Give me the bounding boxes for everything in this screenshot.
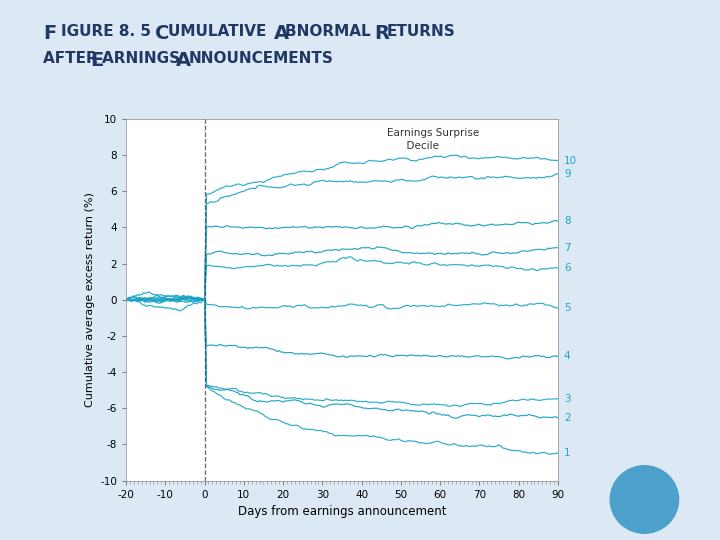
Text: 7: 7 — [564, 243, 570, 253]
Text: C: C — [155, 24, 169, 43]
Text: A: A — [176, 51, 192, 70]
Text: 3: 3 — [564, 394, 570, 404]
Text: 6: 6 — [564, 263, 570, 273]
Text: A: A — [274, 24, 289, 43]
Text: 4: 4 — [564, 351, 570, 361]
Text: 5: 5 — [564, 303, 570, 313]
Text: NNOUNCEMENTS: NNOUNCEMENTS — [189, 51, 333, 66]
Text: UMULATIVE: UMULATIVE — [168, 24, 271, 39]
Text: 8: 8 — [564, 216, 570, 226]
Text: R: R — [374, 24, 390, 43]
X-axis label: Days from earnings announcement: Days from earnings announcement — [238, 505, 446, 518]
Text: ETURNS: ETURNS — [387, 24, 455, 39]
Text: BNORMAL: BNORMAL — [285, 24, 376, 39]
Text: Earnings Surprise
      Decile: Earnings Surprise Decile — [387, 128, 480, 151]
Text: E: E — [90, 51, 103, 70]
Y-axis label: Cumulative average excess return (%): Cumulative average excess return (%) — [84, 192, 94, 407]
Text: 9: 9 — [564, 168, 570, 179]
Text: 1: 1 — [564, 448, 570, 458]
Text: AFTER: AFTER — [43, 51, 103, 66]
Text: ARNINGS: ARNINGS — [102, 51, 186, 66]
Text: F: F — [43, 24, 56, 43]
Text: 10: 10 — [564, 156, 577, 166]
Text: 2: 2 — [564, 413, 570, 423]
Text: IGURE 8. 5: IGURE 8. 5 — [61, 24, 151, 39]
